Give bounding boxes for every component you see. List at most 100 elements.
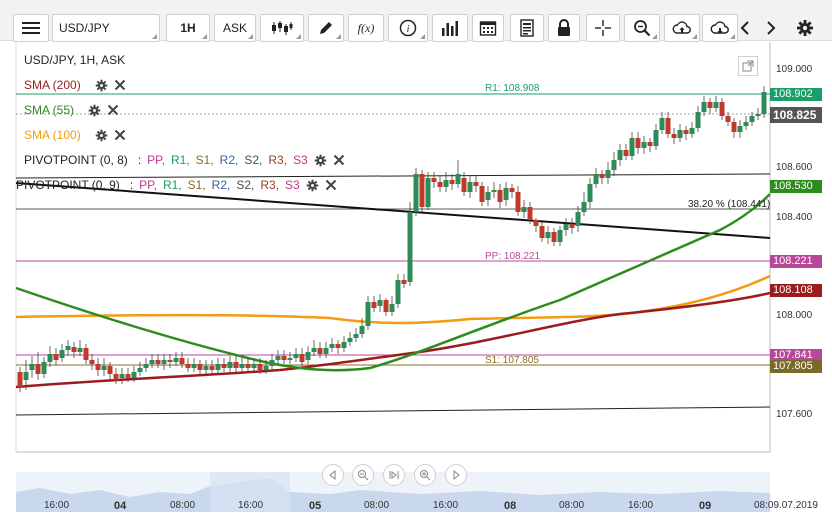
candle-body xyxy=(137,368,143,372)
info-icon: i xyxy=(399,19,417,37)
s1-annotation: S1: 107.805 xyxy=(485,355,539,366)
pivot2-s1: S1, xyxy=(187,178,206,192)
chart-area[interactable]: USD/JPY, 1H, ASK SMA (200) SMA (55) SMA … xyxy=(0,42,832,518)
candle-body xyxy=(269,360,275,366)
candle-body xyxy=(41,362,47,374)
candle-body xyxy=(569,224,575,228)
sma200-settings-gear-icon[interactable] xyxy=(95,79,108,92)
zoom-in-button[interactable] xyxy=(414,464,436,486)
candle-body xyxy=(683,130,689,134)
pivot2-settings-gear-icon[interactable] xyxy=(306,179,319,192)
price-chart[interactable] xyxy=(0,42,832,518)
x-tick-day: 04 xyxy=(114,500,127,512)
sma200-remove-close-icon[interactable] xyxy=(114,79,126,91)
candle-body xyxy=(539,226,545,238)
price-type-label: ASK xyxy=(222,21,247,35)
candle-body xyxy=(479,186,485,202)
candle-body xyxy=(125,374,131,378)
y-tick: 109.000 xyxy=(776,64,813,75)
candle-body xyxy=(491,190,497,192)
candle-body xyxy=(263,366,269,370)
x-tick: 16:00 xyxy=(628,500,654,511)
scroll-right-button[interactable] xyxy=(445,464,467,486)
pivot1-remove-close-icon[interactable] xyxy=(333,154,345,166)
sma55-remove-close-icon[interactable] xyxy=(107,104,119,116)
prev-button[interactable] xyxy=(734,14,756,42)
menu-button[interactable] xyxy=(13,14,49,42)
price-tag-pp: 108.221 xyxy=(770,255,822,268)
candle-body xyxy=(545,232,551,238)
sma100-settings-gear-icon[interactable] xyxy=(95,129,108,142)
download-button[interactable] xyxy=(702,14,738,42)
candle-body xyxy=(347,338,353,342)
candle-body xyxy=(245,364,251,368)
pivot1-s1: S1, xyxy=(195,153,214,167)
candle-body xyxy=(677,130,683,138)
y-tick: 108.600 xyxy=(776,162,813,173)
candle-body xyxy=(659,118,665,130)
pencil-icon xyxy=(320,22,332,34)
candle-body xyxy=(185,364,191,368)
indicators-button[interactable]: f(x) xyxy=(348,14,384,42)
candle-body xyxy=(695,112,701,128)
upload-button[interactable] xyxy=(664,14,700,42)
candle-body xyxy=(461,178,467,192)
candle-body xyxy=(23,372,29,380)
settings-button[interactable] xyxy=(792,14,818,42)
candle-body xyxy=(383,300,389,312)
gear-icon xyxy=(797,20,813,36)
pivot1-r1: R1, xyxy=(170,153,190,167)
info-button[interactable]: i xyxy=(388,14,428,42)
pivot1-settings-gear-icon[interactable] xyxy=(314,154,327,167)
calendar-button[interactable] xyxy=(472,14,504,42)
candle-body xyxy=(203,366,209,370)
candle-body xyxy=(515,192,521,212)
pivot2-r1: R1, xyxy=(162,178,182,192)
pivot2-remove-close-icon[interactable] xyxy=(325,179,337,191)
candle-body xyxy=(215,364,221,370)
candle-body xyxy=(713,102,719,108)
r1-annotation: R1: 108.908 xyxy=(485,83,540,94)
candle-body xyxy=(113,374,119,380)
volume-button[interactable] xyxy=(432,14,468,42)
sma200-legend: SMA (200) xyxy=(24,78,126,92)
sma55-settings-gear-icon[interactable] xyxy=(88,104,101,117)
candle-body xyxy=(701,102,707,112)
timeframe-label: 1H xyxy=(180,21,196,35)
price-type-select[interactable]: ASK xyxy=(214,14,256,42)
pivot1-r3: R3, xyxy=(268,153,288,167)
zoom-button[interactable] xyxy=(624,14,660,42)
x-tick-day: 08 xyxy=(504,500,517,512)
candle-body xyxy=(575,212,581,226)
x-tick: 08:00 xyxy=(364,500,390,511)
pivot2-label: PIVOTPOINT (0, 9) xyxy=(16,178,120,192)
x-tick: 16:00 xyxy=(238,500,264,511)
timeframe-select[interactable]: 1H xyxy=(166,14,210,42)
candle-body xyxy=(737,126,743,132)
candle-body xyxy=(551,232,557,242)
candle-body xyxy=(257,364,263,370)
sma55-legend: SMA (55) xyxy=(24,103,119,117)
lock-button[interactable] xyxy=(548,14,580,42)
draw-tool-button[interactable] xyxy=(308,14,344,42)
pivot2-pp: PP, xyxy=(139,178,157,192)
pivot1-pp: PP, xyxy=(147,153,165,167)
chart-type-button[interactable] xyxy=(260,14,304,42)
pivot1-s3: S3 xyxy=(293,153,308,167)
fx-label: f(x) xyxy=(357,20,375,35)
lock-icon xyxy=(558,19,570,36)
candle-body xyxy=(365,302,371,326)
candle-body xyxy=(437,182,443,187)
news-button[interactable] xyxy=(510,14,544,42)
reset-view-button[interactable] xyxy=(383,464,405,486)
popout-button[interactable] xyxy=(738,56,758,76)
next-button[interactable] xyxy=(760,14,782,42)
sma100-remove-close-icon[interactable] xyxy=(114,129,126,141)
candle-body xyxy=(671,134,677,138)
symbol-label: USD/JPY xyxy=(59,21,110,35)
zoom-out-button[interactable] xyxy=(352,464,374,486)
candle-body xyxy=(251,364,257,368)
scroll-left-button[interactable] xyxy=(322,464,344,486)
symbol-select[interactable]: USD/JPY xyxy=(52,14,160,42)
crosshair-button[interactable] xyxy=(586,14,620,42)
